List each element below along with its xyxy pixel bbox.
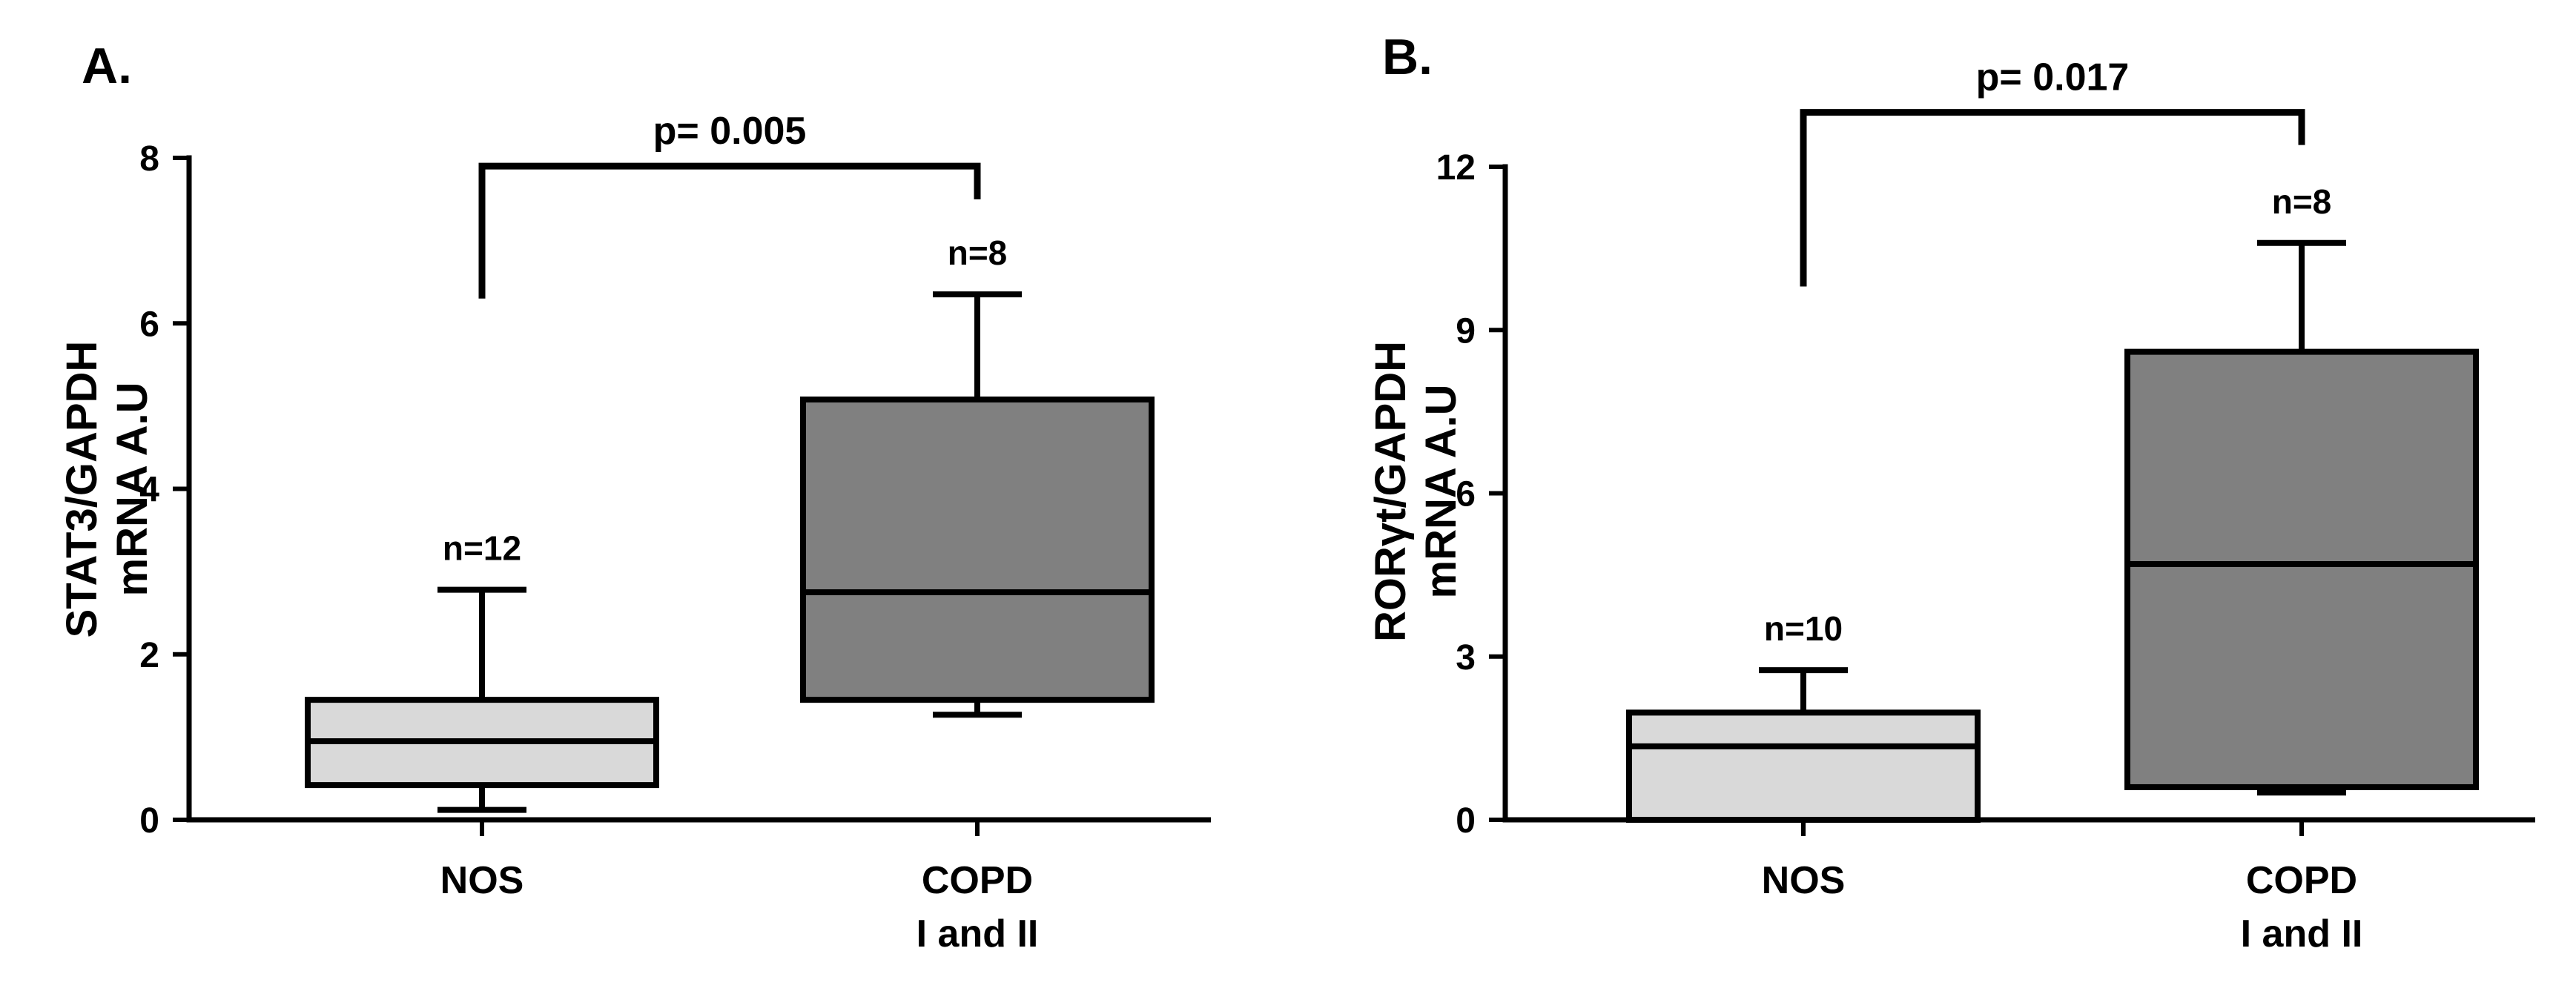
y-axis-label-line: RORγt/GAPDH [1367, 341, 1415, 642]
y-tick-label: 0 [139, 801, 159, 841]
n-label: n=8 [948, 233, 1008, 272]
category-label: I and II [2241, 912, 2363, 955]
significance-bracket: p= 0.005 [478, 110, 981, 299]
y-tick-label: 2 [139, 636, 159, 675]
y-tick-label: 9 [1456, 311, 1476, 351]
y-tick-label: 3 [1456, 638, 1476, 677]
category-label: COPD [2246, 859, 2357, 902]
n-label: n=12 [443, 529, 521, 568]
bracket-line [1800, 109, 2305, 287]
category-label: COPD [922, 859, 1033, 902]
bracket-line [478, 162, 981, 299]
panel-label: B. [1382, 29, 1433, 85]
category-label: NOS [1762, 859, 1846, 902]
box-copd: n=8 COPD I and II [800, 233, 1155, 955]
p-value-label: p= 0.017 [1976, 56, 2130, 99]
category-label: I and II [917, 912, 1039, 955]
box-iqr [1626, 709, 1981, 823]
y-tick-label: 12 [1436, 148, 1476, 188]
y-tick-label: 6 [139, 305, 159, 344]
n-label: n=8 [2272, 182, 2332, 221]
p-value-label: p= 0.005 [653, 110, 807, 153]
box-nos: n=10 NOS [1626, 609, 1981, 902]
box-iqr [2124, 348, 2479, 790]
y-tick-label: 8 [139, 139, 159, 179]
box-nos: n=12 NOS [305, 529, 659, 902]
n-label: n=10 [1764, 609, 1843, 648]
significance-bracket: p= 0.017 [1800, 56, 2305, 287]
y-tick-label: 4 [139, 471, 159, 510]
y-tick-label: 6 [1456, 475, 1476, 514]
y-tick-label: 0 [1456, 801, 1476, 841]
panel-b: B. 0 3 6 9 12 RORγt/GAPDH mRNA A.U n=10 NOS n=8 COP… [1367, 29, 2535, 955]
category-label: NOS [440, 859, 524, 902]
y-axis-label-line: mRNA A.U [1417, 385, 1465, 599]
y-axis-label: STAT3/GAPDH mRNA A.U [58, 341, 156, 638]
panel-label: A. [82, 38, 132, 94]
box-copd: n=8 COPD I and II [2124, 182, 2479, 955]
y-axis-label-line: mRNA A.U [108, 382, 156, 597]
y-axis-label: RORγt/GAPDH mRNA A.U [1367, 341, 1465, 642]
y-axis-label-line: STAT3/GAPDH [58, 341, 106, 638]
box-iqr [800, 396, 1155, 703]
panel-a: A. 0 2 4 6 8 STAT3/GAPDH mRNA A.U n=12 NOS n=8 COPD… [58, 38, 1211, 955]
